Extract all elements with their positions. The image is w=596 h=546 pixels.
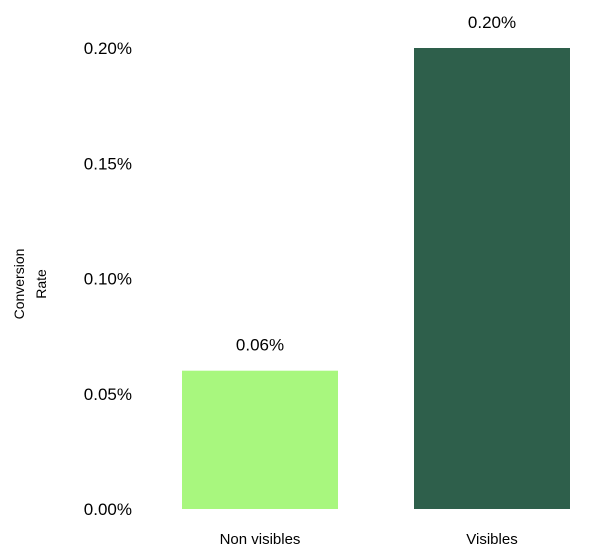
y-tick-label: 0.10%: [84, 270, 132, 289]
y-tick-label: 0.20%: [84, 39, 132, 58]
bars: [182, 48, 570, 509]
data-label-1: 0.20%: [468, 13, 516, 32]
y-tick-label: 0.05%: [84, 385, 132, 404]
data-label-0: 0.06%: [236, 336, 284, 355]
y-axis-title-line-2: Rate: [33, 269, 49, 299]
y-tick-label: 0.15%: [84, 154, 132, 173]
y-axis-ticks: 0.00% 0.05% 0.10% 0.15% 0.20%: [84, 39, 132, 519]
category-label-0: Non visibles: [220, 531, 301, 546]
x-axis-labels: Non visibles Visibles: [220, 531, 518, 546]
y-tick-label: 0.00%: [84, 500, 132, 519]
category-label-1: Visibles: [466, 531, 517, 546]
bar-0: [182, 370, 338, 509]
y-axis-title: Conversion Rate: [11, 249, 49, 320]
y-axis-title-line-1: Conversion: [11, 249, 27, 320]
data-labels: 0.06% 0.20%: [236, 13, 516, 355]
bar-1: [414, 48, 570, 509]
